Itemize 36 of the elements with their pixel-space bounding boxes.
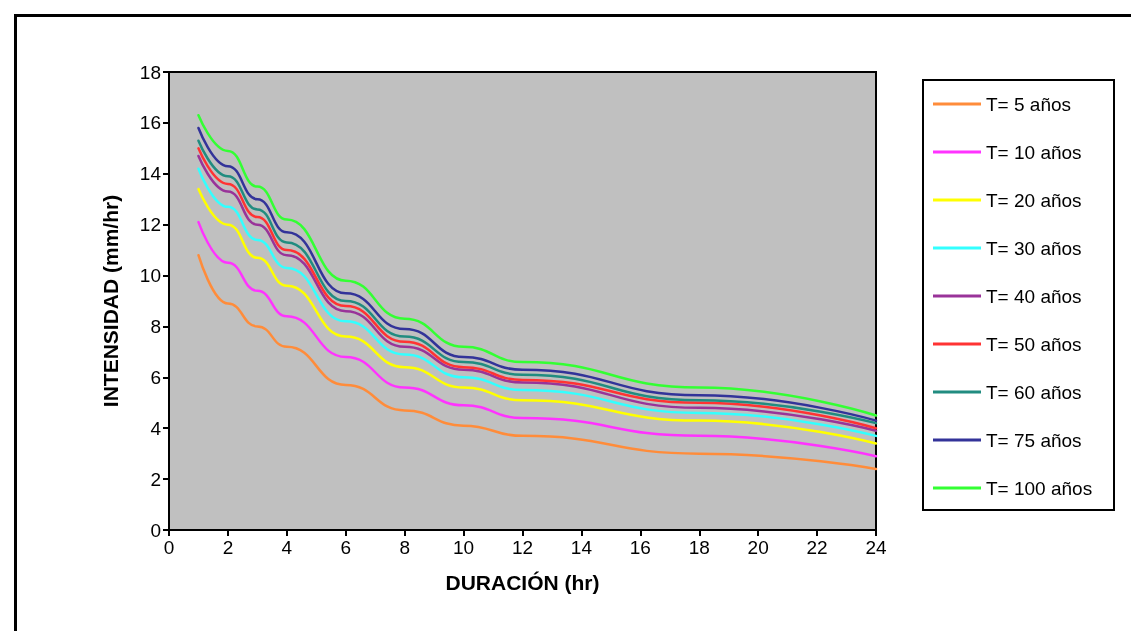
- line-series: [197, 253, 878, 471]
- legend-label: T= 10 años: [986, 141, 1082, 163]
- y-tick-label: 2: [150, 468, 161, 490]
- y-tick-label: 6: [150, 366, 161, 388]
- y-tick-label: 0: [150, 519, 161, 541]
- x-tick-label: 24: [865, 537, 887, 558]
- x-tick-label: 14: [570, 537, 593, 558]
- x-tick-label: 4: [281, 537, 293, 558]
- x-tick-label: 12: [511, 537, 534, 558]
- x-axis-title: DURACIÓN (hr): [445, 571, 600, 594]
- x-tick-label: 20: [747, 537, 769, 558]
- x-tick-label: 2: [222, 537, 234, 558]
- x-tick-label: 16: [629, 537, 651, 558]
- y-tick-label: 16: [139, 112, 161, 134]
- x-tick-label: 0: [163, 537, 175, 558]
- legend-label: T= 5 años: [986, 93, 1072, 115]
- x-tick-label: 8: [399, 537, 410, 558]
- legend-label: T= 100 años: [986, 477, 1093, 499]
- y-tick-label: 8: [150, 315, 161, 337]
- legend-label: T= 60 años: [986, 381, 1082, 403]
- x-tick-label: 6: [340, 537, 352, 558]
- legend-label: T= 75 años: [986, 429, 1082, 451]
- legend-label: T= 20 años: [986, 189, 1082, 211]
- y-tick-label: 14: [139, 163, 162, 185]
- legend-label: T= 40 años: [986, 285, 1082, 307]
- x-tick-label: 22: [806, 537, 828, 558]
- x-tick-label: 18: [688, 537, 710, 558]
- y-tick-label: 12: [139, 214, 161, 236]
- y-tick-label: 18: [139, 61, 161, 83]
- y-tick-label: 10: [139, 265, 161, 287]
- x-tick-label: 10: [453, 537, 475, 558]
- legend-label: T= 30 años: [986, 237, 1082, 259]
- y-tick-label: 4: [150, 417, 162, 439]
- y-axis-title: INTENSIDAD (mm/hr): [99, 194, 122, 408]
- line-series: [197, 220, 878, 458]
- legend-label: T= 50 años: [986, 333, 1082, 355]
